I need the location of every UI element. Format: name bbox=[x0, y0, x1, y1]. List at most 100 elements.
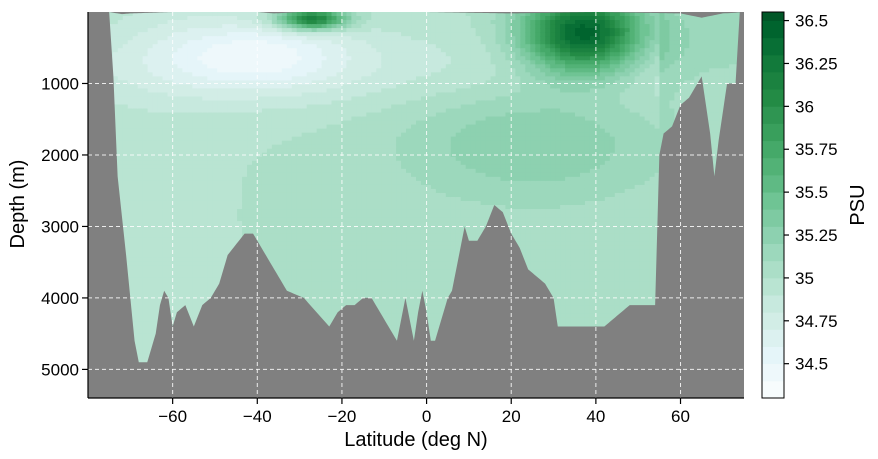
salinity-cell bbox=[207, 253, 213, 258]
salinity-cell bbox=[247, 136, 253, 142]
salinity-cell bbox=[252, 128, 258, 134]
salinity-cell bbox=[192, 200, 198, 206]
salinity-cell bbox=[321, 188, 328, 194]
salinity-cell bbox=[212, 28, 218, 33]
salinity-cell bbox=[137, 36, 144, 41]
salinity-cell bbox=[306, 168, 313, 174]
salinity-cell bbox=[232, 44, 238, 49]
salinity-cell bbox=[222, 229, 228, 234]
salinity-cell bbox=[286, 92, 293, 98]
salinity-cell bbox=[296, 124, 303, 130]
salinity-cell bbox=[162, 148, 169, 154]
salinity-cell bbox=[117, 36, 124, 41]
salinity-cell bbox=[112, 104, 119, 110]
salinity-cell bbox=[227, 196, 233, 202]
salinity-cell bbox=[147, 64, 154, 69]
salinity-cell bbox=[237, 128, 243, 134]
salinity-cell bbox=[112, 96, 119, 102]
salinity-cell bbox=[182, 144, 188, 150]
salinity-cell bbox=[212, 140, 218, 146]
salinity-cell bbox=[177, 200, 184, 206]
salinity-cell bbox=[232, 205, 238, 210]
salinity-cell bbox=[296, 80, 303, 85]
salinity-cell bbox=[271, 12, 278, 17]
salinity-cell bbox=[122, 237, 129, 242]
salinity-cell bbox=[271, 24, 278, 29]
salinity-cell bbox=[172, 281, 179, 287]
salinity-cell bbox=[177, 269, 184, 274]
salinity-cell bbox=[271, 261, 278, 266]
salinity-cell bbox=[167, 52, 174, 57]
salinity-cell bbox=[296, 213, 303, 218]
salinity-cell bbox=[331, 36, 338, 41]
salinity-cell bbox=[336, 241, 343, 246]
salinity-cell bbox=[286, 229, 293, 234]
salinity-cell bbox=[162, 180, 169, 186]
salinity-cell bbox=[286, 112, 293, 118]
salinity-cell bbox=[301, 72, 308, 77]
salinity-cell bbox=[192, 84, 198, 89]
salinity-cell bbox=[142, 213, 149, 218]
salinity-cell bbox=[296, 68, 303, 73]
salinity-cell bbox=[192, 100, 198, 106]
salinity-cell bbox=[232, 180, 238, 186]
salinity-cell bbox=[227, 16, 233, 21]
salinity-cell bbox=[162, 269, 169, 274]
salinity-cell bbox=[152, 20, 159, 25]
salinity-cell bbox=[286, 152, 293, 158]
salinity-cell bbox=[306, 229, 313, 234]
salinity-cell bbox=[326, 44, 333, 49]
salinity-cell bbox=[172, 124, 179, 130]
salinity-cell bbox=[172, 184, 179, 190]
salinity-cell bbox=[222, 205, 228, 210]
salinity-cell bbox=[192, 132, 198, 138]
salinity-cell bbox=[301, 112, 308, 118]
salinity-cell bbox=[281, 253, 288, 258]
salinity-cell bbox=[227, 128, 233, 134]
salinity-cell bbox=[256, 196, 263, 202]
salinity-cell bbox=[172, 144, 179, 150]
salinity-cell bbox=[222, 56, 228, 61]
salinity-cell bbox=[227, 136, 233, 142]
salinity-cell bbox=[127, 20, 134, 25]
salinity-cell bbox=[187, 80, 193, 85]
salinity-cell bbox=[132, 285, 139, 291]
salinity-cell bbox=[252, 52, 258, 57]
salinity-cell bbox=[172, 80, 179, 85]
salinity-cell bbox=[202, 52, 208, 57]
salinity-cell bbox=[242, 60, 248, 65]
salinity-cell bbox=[316, 164, 323, 170]
salinity-cell bbox=[326, 160, 333, 166]
salinity-cell bbox=[142, 337, 149, 343]
salinity-cell bbox=[217, 144, 223, 150]
salinity-cell bbox=[222, 196, 228, 202]
salinity-cell bbox=[172, 156, 179, 162]
salinity-cell bbox=[127, 192, 134, 198]
salinity-cell bbox=[142, 233, 149, 238]
salinity-cell bbox=[291, 225, 298, 230]
salinity-cell bbox=[187, 313, 193, 319]
salinity-cell bbox=[172, 32, 179, 37]
salinity-cell bbox=[217, 209, 223, 214]
salinity-cell bbox=[107, 32, 114, 37]
salinity-cell bbox=[256, 112, 263, 118]
salinity-cell bbox=[182, 184, 188, 190]
salinity-cell bbox=[266, 205, 273, 210]
salinity-cell bbox=[227, 144, 233, 150]
salinity-cell bbox=[162, 116, 169, 122]
salinity-cell bbox=[192, 16, 198, 21]
salinity-cell bbox=[247, 96, 253, 102]
salinity-cell bbox=[271, 108, 278, 114]
salinity-cell bbox=[207, 52, 213, 57]
salinity-cell bbox=[172, 164, 179, 170]
salinity-cell bbox=[142, 120, 149, 126]
salinity-cell bbox=[281, 108, 288, 114]
salinity-cell bbox=[326, 293, 333, 299]
salinity-cell bbox=[261, 64, 268, 69]
salinity-cell bbox=[271, 168, 278, 174]
salinity-cell bbox=[286, 289, 293, 295]
salinity-cell bbox=[172, 72, 179, 77]
salinity-cell bbox=[271, 209, 278, 214]
salinity-cell bbox=[127, 273, 134, 278]
salinity-cell bbox=[281, 164, 288, 170]
